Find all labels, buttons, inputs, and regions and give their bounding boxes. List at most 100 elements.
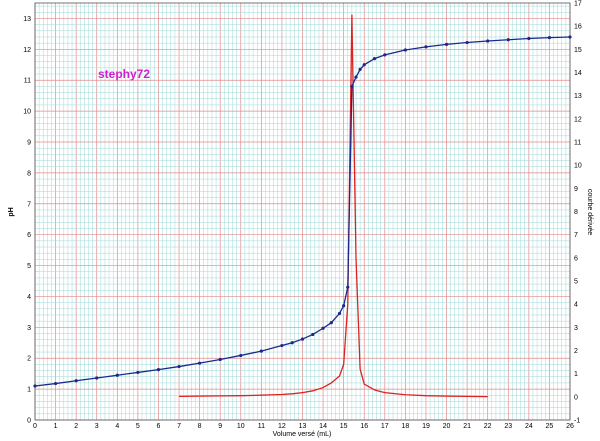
data-point-ph [403,48,407,52]
x-tick-label: 20 [443,423,451,430]
y2-tick-label: 6 [574,255,578,262]
data-point-ph [424,45,428,49]
y2-tick-label: 17 [574,1,582,8]
data-point-ph [300,337,305,341]
y2-tick-label: 11 [574,140,581,147]
y2-tick-label: 10 [574,163,582,170]
data-point-ph [53,381,58,386]
data-point-ph [486,39,490,43]
x-tick-label: 26 [566,423,574,430]
y-tick-label: 7 [27,201,31,208]
data-point-ph [218,357,222,362]
data-point-ph [156,368,161,372]
data-point-ph [95,376,99,380]
x-tick-label: 2 [74,423,78,430]
x-tick-label: 12 [278,423,286,430]
data-point-ph [290,341,294,345]
y2-tick-label: 14 [574,70,582,77]
series-line-ph [34,36,571,387]
y-tick-label: 1 [27,387,31,394]
data-point-ph [259,349,263,353]
x-tick-label: 17 [381,423,389,430]
y2-tick-label: 7 [574,232,578,239]
x-tick-label: 1 [54,423,58,430]
data-point-ph [568,35,572,39]
y2-tick-label: -1 [574,418,580,425]
x-tick-label: 3 [95,423,99,430]
data-point-ph [136,370,140,375]
data-point-ph [342,304,346,308]
y-tick-label: 0 [27,418,31,425]
data-point-ph [198,361,202,365]
y-tick-label: 6 [27,232,31,239]
y-tick-label: 12 [23,47,31,54]
x-tick-label: 10 [237,423,245,430]
y2-tick-label: 2 [574,348,578,355]
x-tick-label: 5 [136,423,140,430]
data-point-ph [311,332,315,337]
y2-tick-label: 4 [574,302,578,309]
y2-tick-label: 0 [574,394,578,401]
x-tick-label: 21 [463,423,471,430]
y-tick-label: 13 [23,16,31,23]
data-point-ph [465,40,469,45]
x-tick-label: 6 [157,423,161,430]
data-point-ph [527,36,531,41]
x-tick-label: 16 [360,423,368,430]
data-point-ph [372,57,377,61]
data-point-ph [329,321,333,325]
annotation-label: stephy72 [98,67,150,81]
y-tick-label: 2 [27,356,31,363]
y2-tick-label: 1 [574,371,578,378]
data-point-ph [350,84,354,88]
x-tick-label: 11 [258,423,265,430]
x-tick-label: 19 [422,423,430,430]
y-tick-label: 11 [24,78,31,85]
data-point-ph [354,75,358,79]
data-point-ph [506,38,510,42]
x-tick-labels: 0 1 2 3 4 5 6 7 8 9 10 11 12 13 14 15 16 17 18 19 20 21 22 23 24… [33,423,574,430]
x-tick-label: 9 [218,423,222,430]
x-tick-label: 4 [115,423,119,430]
x-tick-label: 0 [33,423,37,430]
y-tick-label: 3 [27,325,31,332]
data-point-ph [346,285,350,289]
y-tick-label: 10 [23,109,31,116]
data-point-ph [547,35,552,40]
grid [34,3,571,421]
x-tick-label: 8 [198,423,202,430]
data-point-ph [280,343,284,348]
y2-tick-label: 15 [574,47,582,54]
x-tick-label: 22 [484,423,492,430]
y-axis-title: pH [8,207,15,216]
y2-tick-label: 8 [574,209,578,216]
x-tick-label: 18 [401,423,409,430]
x-tick-label: 14 [319,423,327,430]
y2-axis-title: courbe dérivée [586,189,593,235]
data-point-ph [33,384,37,388]
x-tick-label: 23 [504,423,512,430]
data-point-ph [444,42,449,46]
y-tick-label: 9 [27,140,31,147]
y-tick-label: 8 [27,170,31,177]
data-point-ph [239,353,243,358]
y2-tick-label: 12 [574,116,582,123]
y-tick-label: 5 [27,263,31,270]
x-tick-label: 13 [299,423,307,430]
y2-tick-label: 16 [574,24,582,31]
x-tick-label: 7 [177,423,181,430]
data-point-ph [358,67,362,72]
x-tick-label: 25 [546,423,554,430]
data-point-ph [337,311,342,316]
x-tick-label: 15 [340,423,348,430]
data-point-ph [321,326,325,330]
data-point-ph [362,63,366,67]
y-tick-label: 4 [27,294,31,301]
data-point-ph [74,379,78,383]
x-tick-label: 24 [525,423,533,430]
y2-tick-label: 9 [574,186,578,193]
y2-tick-label: 5 [574,279,578,286]
